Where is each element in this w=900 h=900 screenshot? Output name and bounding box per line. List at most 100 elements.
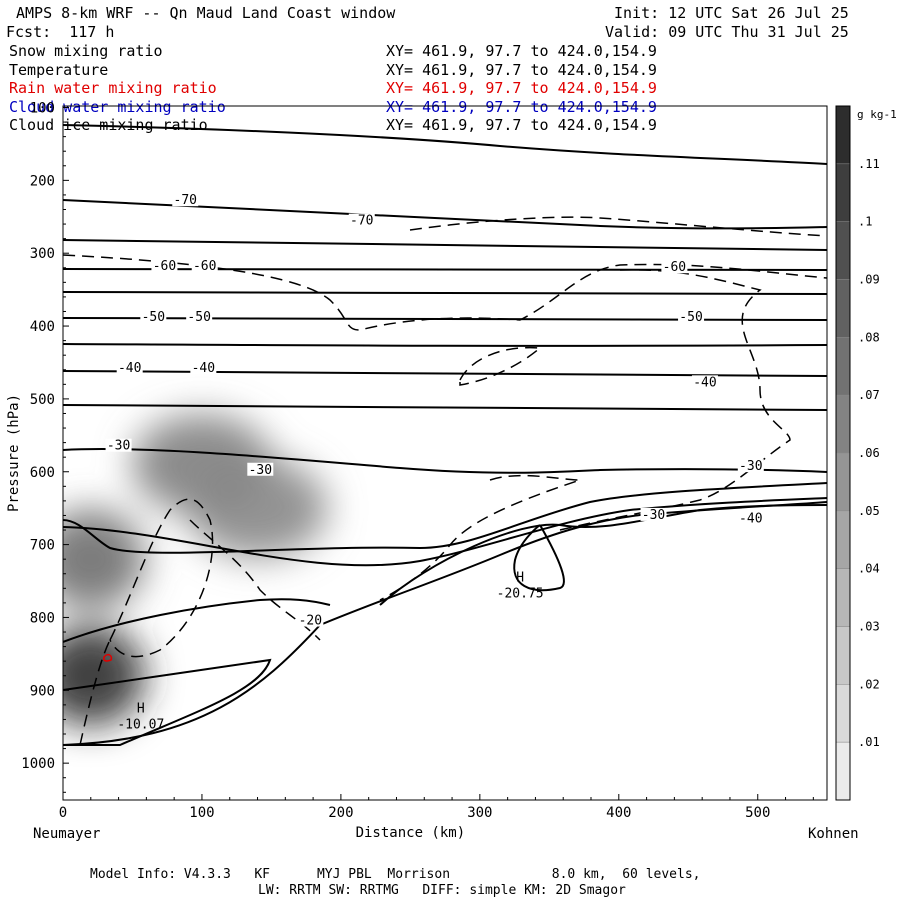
- contour-label: -60: [193, 259, 216, 274]
- x-end-label: Kohnen: [808, 826, 859, 842]
- contour-label-bg: [140, 309, 167, 323]
- model-info-line2: LW: RRTM SW: RRTMG DIFF: simple KM: 2D S…: [258, 883, 626, 898]
- colorbar-segment: [835, 741, 851, 801]
- contour-label: -30: [739, 459, 762, 474]
- cloud-ice-contour: [189, 519, 321, 641]
- colorbar-tick-label: .04: [858, 562, 880, 576]
- colorbar-segment: [835, 337, 851, 396]
- temperature-contour: [63, 239, 827, 251]
- colorbar-segment: [835, 684, 851, 743]
- field-xy: XY= 461.9, 97.7 to 424.0,154.9: [386, 60, 657, 79]
- contour-label-bg: [151, 258, 178, 272]
- temperature-contour: [513, 524, 565, 592]
- y-tick-label: 500: [30, 392, 55, 408]
- y-tick-label: 400: [30, 319, 55, 335]
- temperature-contour: [63, 482, 827, 554]
- contour-label-bg: [348, 213, 375, 227]
- temperature-contour: [63, 343, 827, 347]
- colorbar-tick-label: .11: [858, 157, 880, 171]
- snow-shading: [63, 414, 328, 726]
- y-tick-label: 900: [30, 683, 55, 699]
- contour-label-bg: [190, 360, 217, 374]
- contour-label-bg: [247, 462, 274, 476]
- y-tick-label: 800: [30, 610, 55, 626]
- field-name: Rain water mixing ratio: [9, 79, 217, 97]
- model-info-line1: Model Info: V4.3.3 KF MYJ PBL Morrison 8…: [90, 867, 701, 882]
- field-name: Cloud ice mixing ratio: [9, 116, 208, 134]
- x-tick-label: 0: [59, 805, 67, 821]
- colorbar-frame: [835, 105, 851, 801]
- contour-label: -60: [153, 259, 176, 274]
- extremum-symbol: H: [137, 702, 145, 717]
- contour-label: -50: [142, 310, 165, 325]
- plot-frame: [62, 105, 828, 801]
- colorbar-segment: [835, 626, 851, 685]
- field-xy: XY= 461.9, 97.7 to 424.0,154.9: [386, 42, 657, 60]
- y-tick-label: 300: [30, 246, 55, 262]
- forecast-hour: Fcst: 117 h: [6, 23, 115, 41]
- y-tick-label: 100: [30, 101, 55, 117]
- contour-label: -40: [739, 512, 762, 527]
- snow-blob: [187, 458, 328, 559]
- field-xy: XY= 461.9, 97.7 to 424.0,154.9: [386, 116, 657, 134]
- field-name: Temperature: [9, 60, 109, 79]
- temperature-contour: [379, 504, 827, 606]
- colorbar-segment: [835, 279, 851, 338]
- x-tick-label: 500: [745, 805, 770, 821]
- snow-blob: [63, 625, 145, 726]
- snow-blob: [63, 509, 145, 610]
- contour-label-bg: [737, 459, 764, 473]
- colorbar-tick-label: .05: [858, 504, 880, 518]
- contour-label-bg: [116, 360, 143, 374]
- y-tick-label: 600: [30, 465, 55, 481]
- temperature-contour: [63, 501, 827, 746]
- cloud-ice-contour: [109, 498, 214, 658]
- colorbar-segment: [835, 452, 851, 512]
- field-name: Snow mixing ratio: [9, 42, 163, 60]
- cloud-ice-contour: [459, 346, 542, 386]
- x-tick-label: 100: [189, 805, 214, 821]
- temperature-contour: [63, 291, 827, 295]
- colorbar-tick-label: .02: [858, 677, 880, 691]
- contour-label: -70: [174, 193, 197, 208]
- cloud-ice-contour: [559, 269, 791, 531]
- colorbar-tick-label: .09: [858, 273, 880, 287]
- valid-time: Valid: 09 UTC Thu 31 Jul 25: [605, 23, 849, 41]
- cloud-ice-contour: [379, 474, 581, 601]
- extremum-symbol: H: [516, 571, 524, 586]
- temperature-contour: [63, 448, 827, 474]
- colorbar-tick-label: .08: [858, 330, 880, 344]
- temperature-contour: [63, 497, 827, 567]
- field-xy: XY= 461.9, 97.7 to 424.0,154.9: [386, 79, 657, 97]
- cloud-ice-contour: [79, 639, 111, 746]
- rain-water-contour: [103, 653, 113, 662]
- temperature-contour: [63, 268, 827, 271]
- contour-label: -30: [107, 439, 130, 454]
- contour-label-bg: [678, 309, 705, 323]
- colorbar-tick-label: .1: [858, 215, 872, 229]
- contour-label-bg: [737, 511, 764, 525]
- cloud-ice-contour: [409, 216, 827, 237]
- colorbar-segment: [835, 510, 851, 569]
- chart-title: AMPS 8-km WRF -- Qn Maud Land Coast wind…: [16, 4, 396, 22]
- extremum-value: -20.75: [497, 587, 544, 602]
- contour-label: -60: [663, 260, 686, 275]
- extremum-value: -10.07: [117, 718, 164, 733]
- temperature-contour: [63, 658, 272, 746]
- contour-label-bg: [172, 193, 199, 207]
- temperature-contour: [63, 370, 827, 377]
- contour-label-bg: [297, 613, 324, 627]
- colorbar-tick-label: .06: [858, 446, 880, 460]
- temperature-contour: [63, 124, 827, 165]
- contour-label-bg: [191, 258, 218, 272]
- x-axis-label: Distance (km): [356, 825, 466, 841]
- colorbar-segment: [835, 568, 851, 627]
- contour-label-bg: [186, 309, 213, 323]
- x-tick-label: 200: [328, 805, 353, 821]
- contour-label: -20: [299, 614, 322, 629]
- colorbar-segment: [835, 105, 851, 165]
- contour-label-bg: [691, 375, 718, 389]
- contour-label: -40: [192, 361, 215, 376]
- contour-label: -30: [642, 508, 665, 523]
